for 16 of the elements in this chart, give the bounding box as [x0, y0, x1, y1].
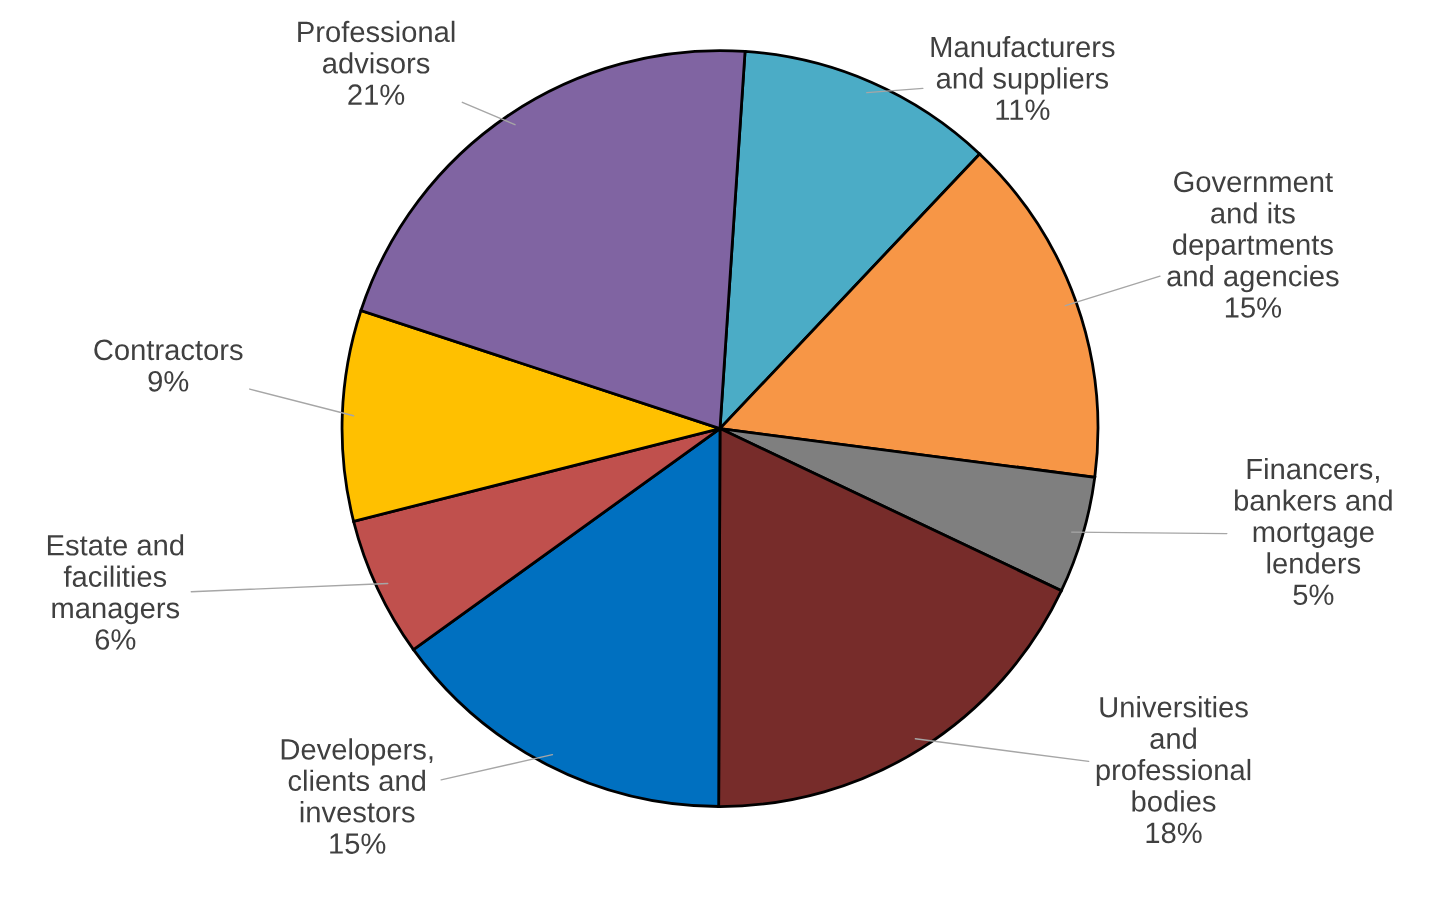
data-label: 18% — [1146, 822, 1202, 844]
data-label: 5% — [1293, 584, 1334, 606]
data-label: 21% — [348, 84, 405, 105]
slice-label: Estate and facilities managers — [47, 534, 184, 625]
slice-label: Professional advisors — [298, 20, 455, 74]
data-label: 15% — [330, 833, 386, 854]
data-label: 6% — [95, 629, 136, 650]
slice-label: Developers, clients and investors — [281, 738, 433, 823]
slice-label: Government and its departments and agencies — [1167, 171, 1339, 293]
data-label: 15% — [1225, 297, 1282, 318]
slice-label: Universities and professional bodies — [1096, 696, 1251, 812]
slice-label: Manufacturers and suppliers — [931, 35, 1115, 95]
slice-label: Financers, bankers and mortgage lenders — [1234, 457, 1392, 574]
data-label: 11% — [996, 99, 1050, 121]
data-label: 9% — [148, 370, 189, 392]
slice-label: Contractors — [94, 339, 243, 361]
